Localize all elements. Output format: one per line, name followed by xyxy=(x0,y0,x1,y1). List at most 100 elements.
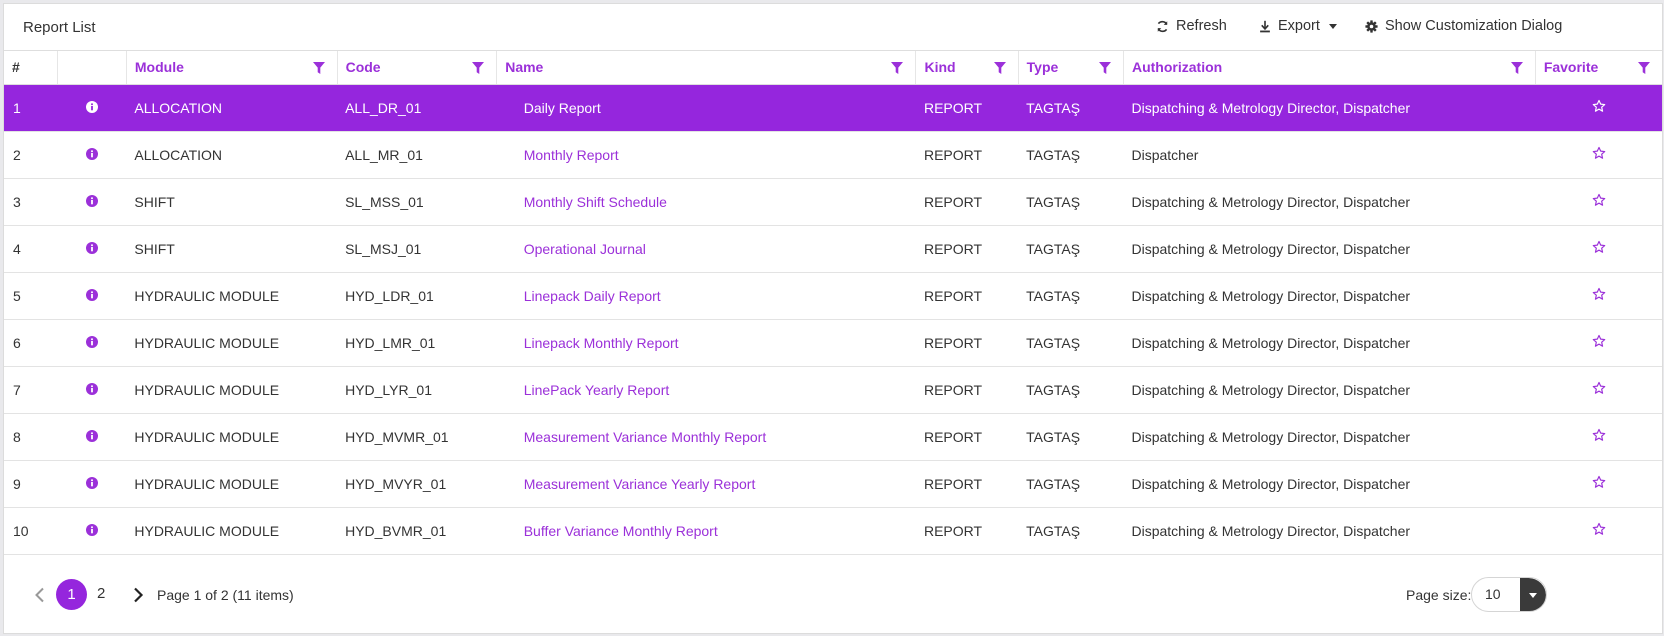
info-button[interactable] xyxy=(57,460,127,508)
module-cell: ALLOCATION xyxy=(126,84,338,132)
report-name-link[interactable]: Linepack Daily Report xyxy=(523,287,661,304)
table-row[interactable]: 1 ALLOCATION ALL_DR_01 Daily Report REPORT TA… xyxy=(4,84,1662,132)
page-size-select[interactable]: 10 xyxy=(1471,577,1547,612)
page-size-dropdown-button[interactable] xyxy=(1520,578,1546,611)
report-name-link[interactable]: Buffer Variance Monthly Report xyxy=(523,522,718,539)
info-button[interactable] xyxy=(57,319,127,367)
table-row[interactable]: 6 HYDRAULIC MODULE HYD_LMR_01 Linepack Mont… xyxy=(4,319,1662,367)
kind-cell: REPORT xyxy=(915,178,1019,226)
column-header-code[interactable]: Code xyxy=(337,51,498,85)
info-icon xyxy=(85,523,98,539)
report-name-link[interactable]: Linepack Monthly Report xyxy=(523,334,679,351)
authorization-cell: Dispatching & Metrology Director, Dispat… xyxy=(1123,178,1536,226)
code-cell: SL_MSS_01 xyxy=(337,178,497,226)
next-page-button[interactable] xyxy=(132,587,144,606)
kind-cell: REPORT xyxy=(915,460,1019,508)
info-button[interactable] xyxy=(57,178,127,226)
column-label: Authorization xyxy=(1131,59,1223,76)
refresh-button[interactable]: Refresh xyxy=(1156,18,1227,34)
column-header-name[interactable]: Name xyxy=(496,51,917,85)
module-cell: HYDRAULIC MODULE xyxy=(126,366,338,414)
star-outline-icon[interactable] xyxy=(1592,240,1606,257)
info-button[interactable] xyxy=(57,272,127,320)
name-cell: Buffer Variance Monthly Report xyxy=(496,507,916,555)
table-row[interactable]: 3 SHIFT SL_MSS_01 Monthly Shift Schedule REP… xyxy=(4,178,1662,226)
table-row[interactable]: 8 HYDRAULIC MODULE HYD_MVMR_01 Measurement … xyxy=(4,413,1662,461)
favorite-cell xyxy=(1535,272,1662,320)
star-outline-icon[interactable] xyxy=(1592,99,1606,116)
filter-icon[interactable] xyxy=(993,61,1006,77)
name-cell: Operational Journal xyxy=(496,225,916,273)
column-header-favorite[interactable]: Favorite xyxy=(1535,51,1662,85)
report-name-link[interactable]: Operational Journal xyxy=(523,240,646,257)
table-row[interactable]: 9 HYDRAULIC MODULE HYD_MVYR_01 Measurement … xyxy=(4,460,1662,508)
name-cell: Measurement Variance Yearly Report xyxy=(496,460,916,508)
info-button[interactable] xyxy=(57,225,127,273)
report-name-link[interactable]: Daily Report xyxy=(523,99,601,116)
page-1-button[interactable]: 1 xyxy=(56,579,87,610)
type-cell: TAGTAŞ xyxy=(1018,319,1124,367)
report-name-link[interactable]: Monthly Report xyxy=(523,146,619,163)
row-number: 10 xyxy=(4,507,58,555)
info-icon xyxy=(85,147,98,163)
star-outline-icon[interactable] xyxy=(1592,287,1606,304)
column-header-num[interactable]: # xyxy=(4,51,58,85)
report-name-link[interactable]: Measurement Variance Monthly Report xyxy=(523,428,767,445)
info-button[interactable] xyxy=(57,413,127,461)
column-header-type[interactable]: Type xyxy=(1018,51,1124,85)
report-name-link[interactable]: LinePack Yearly Report xyxy=(523,381,670,398)
info-button[interactable] xyxy=(57,366,127,414)
type-cell: TAGTAŞ xyxy=(1018,272,1124,320)
authorization-cell: Dispatching & Metrology Director, Dispat… xyxy=(1123,84,1536,132)
star-outline-icon[interactable] xyxy=(1592,193,1606,210)
row-number: 3 xyxy=(4,178,58,226)
toolbar: Report List Refresh Export xyxy=(4,4,1662,51)
table-row[interactable]: 7 HYDRAULIC MODULE HYD_LYR_01 LinePack Year… xyxy=(4,366,1662,414)
report-name-link[interactable]: Measurement Variance Yearly Report xyxy=(523,475,756,492)
row-number: 2 xyxy=(4,131,58,179)
page-2-button[interactable]: 2 xyxy=(97,585,106,602)
authorization-cell: Dispatching & Metrology Director, Dispat… xyxy=(1123,366,1536,414)
star-outline-icon[interactable] xyxy=(1592,475,1606,492)
table-row[interactable]: 10 HYDRAULIC MODULE HYD_BVMR_01 Buffer Vari… xyxy=(4,507,1662,555)
column-label: Code xyxy=(345,59,381,76)
filter-icon[interactable] xyxy=(891,61,904,77)
star-outline-icon[interactable] xyxy=(1592,334,1606,351)
filter-icon[interactable] xyxy=(312,61,325,77)
column-header-module[interactable]: Module xyxy=(126,51,338,85)
authorization-cell: Dispatcher xyxy=(1123,131,1536,179)
info-button[interactable] xyxy=(57,131,127,179)
star-outline-icon[interactable] xyxy=(1592,146,1606,163)
chevron-down-icon xyxy=(1529,593,1537,598)
table-row[interactable]: 5 HYDRAULIC MODULE HYD_LDR_01 Linepack Dail… xyxy=(4,272,1662,320)
name-cell: Measurement Variance Monthly Report xyxy=(496,413,916,461)
type-cell: TAGTAŞ xyxy=(1018,225,1124,273)
report-list-panel: Report List Refresh Export xyxy=(3,3,1663,634)
filter-icon[interactable] xyxy=(1098,61,1111,77)
star-outline-icon[interactable] xyxy=(1592,428,1606,445)
page-info: Page 1 of 2 (11 items) xyxy=(157,587,294,603)
filter-icon[interactable] xyxy=(1638,61,1650,77)
filter-icon[interactable] xyxy=(472,61,485,77)
info-button[interactable] xyxy=(57,507,127,555)
info-button[interactable] xyxy=(57,84,127,132)
table-row[interactable]: 4 SHIFT SL_MSJ_01 Operational Journal REPORT… xyxy=(4,225,1662,273)
column-header-kind[interactable]: Kind xyxy=(915,51,1019,85)
row-number: 7 xyxy=(4,366,58,414)
star-outline-icon[interactable] xyxy=(1592,522,1606,539)
download-icon xyxy=(1260,20,1270,32)
export-button[interactable]: Export xyxy=(1259,18,1337,34)
filter-icon[interactable] xyxy=(1510,61,1523,77)
table-row[interactable]: 2 ALLOCATION ALL_MR_01 Monthly Report REPORT… xyxy=(4,131,1662,179)
kind-cell: REPORT xyxy=(915,413,1019,461)
previous-page-button[interactable] xyxy=(34,587,46,606)
report-name-link[interactable]: Monthly Shift Schedule xyxy=(523,193,667,210)
gear-icon xyxy=(1365,19,1378,33)
type-cell: TAGTAŞ xyxy=(1018,413,1124,461)
star-outline-icon[interactable] xyxy=(1592,381,1606,398)
module-cell: ALLOCATION xyxy=(126,131,338,179)
module-cell: HYDRAULIC MODULE xyxy=(126,507,338,555)
authorization-cell: Dispatching & Metrology Director, Dispat… xyxy=(1123,413,1536,461)
column-header-authorization[interactable]: Authorization xyxy=(1123,51,1536,85)
show-customization-dialog-button[interactable]: Show Customization Dialog xyxy=(1365,18,1562,34)
